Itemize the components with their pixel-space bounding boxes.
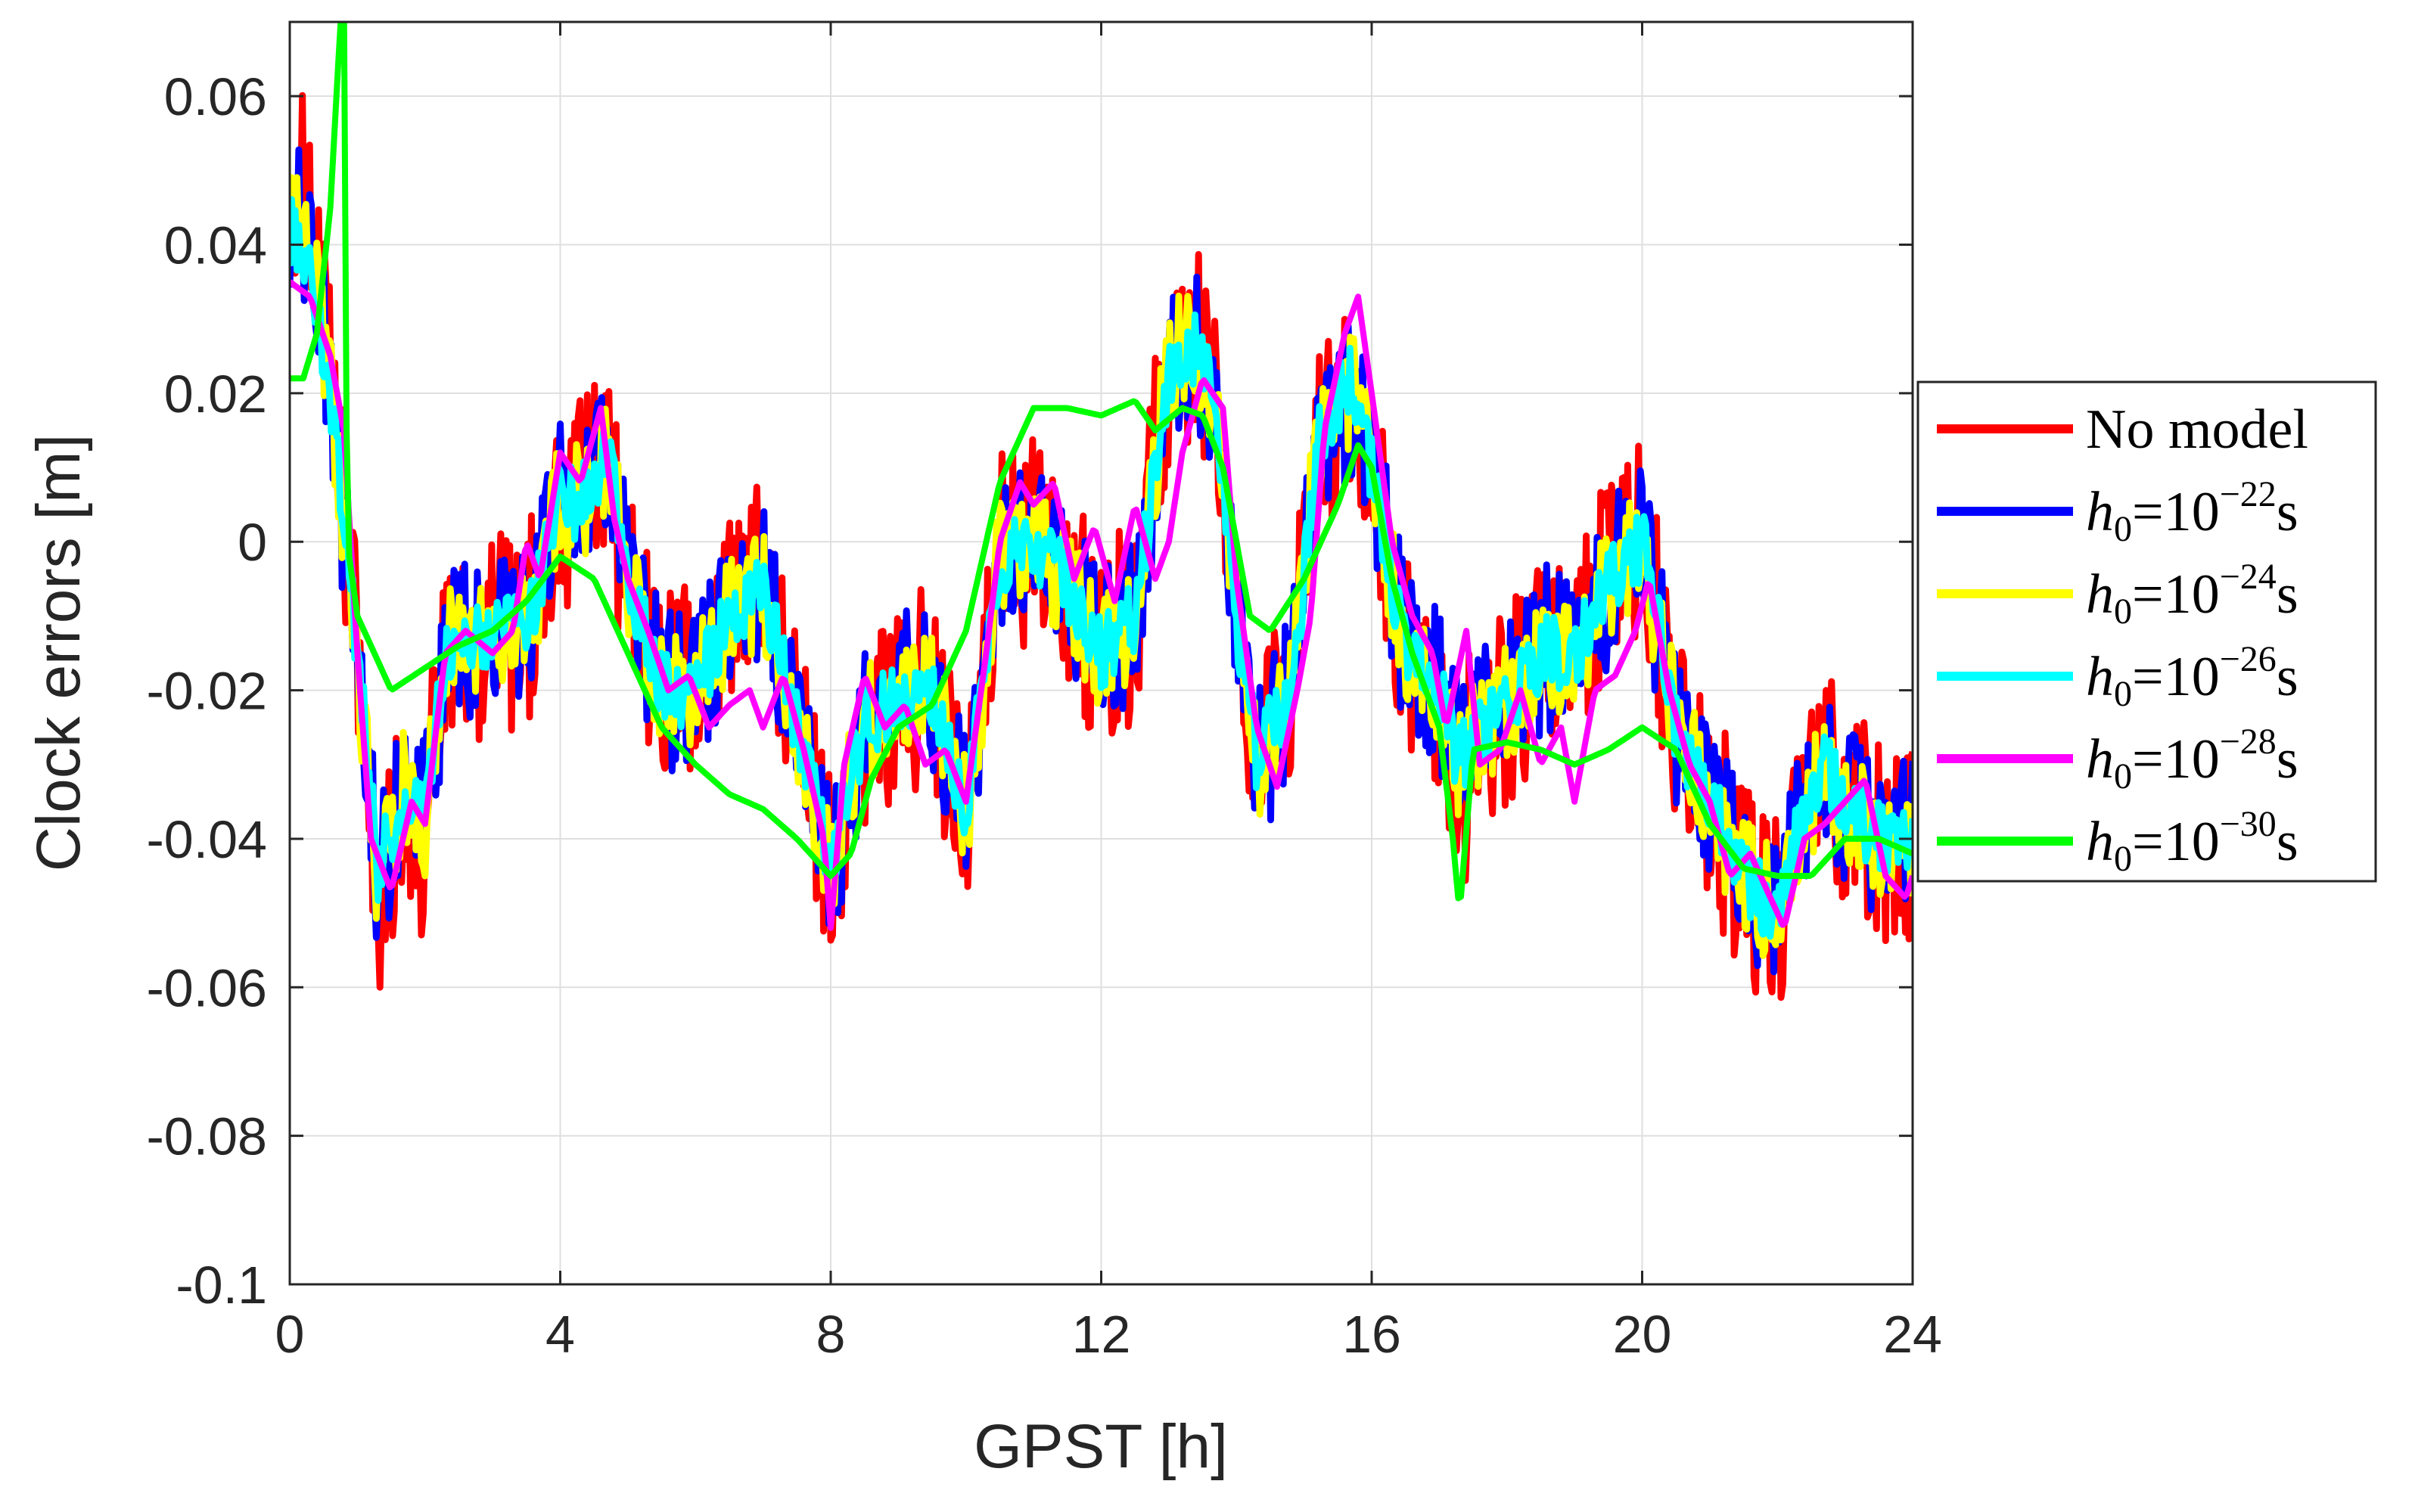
y-tick-label: 0	[238, 513, 267, 572]
series-layer	[290, 22, 1913, 1001]
x-tick-label: 20	[1613, 1305, 1672, 1364]
series-line-6	[290, 22, 1913, 902]
legend-label: h0=10−24s	[2086, 557, 2298, 632]
x-tick-label: 8	[816, 1305, 846, 1364]
x-tick-label: 4	[545, 1305, 575, 1364]
y-tick-label: -0.08	[146, 1107, 267, 1166]
y-tick-label: -0.1	[176, 1256, 267, 1315]
legend-box	[1916, 380, 2377, 883]
axis-ticks: 0 4 8 12 16 20 24 0.06 0.04 0.02 0 -0.02 -0.04 -0.06 -…	[146, 22, 1942, 1364]
y-tick-label: 0.04	[164, 216, 267, 275]
y-tick-label: 0.02	[164, 365, 267, 424]
series-line-5	[290, 279, 1913, 931]
x-tick-label: 0	[275, 1305, 305, 1364]
y-axis-label: Clock errors [m]	[24, 434, 93, 872]
y-tick-label: -0.04	[146, 810, 267, 869]
legend-label: h0=10−30s	[2086, 804, 2298, 879]
x-tick-label: 12	[1072, 1305, 1131, 1364]
legend-label: h0=10−22s	[2086, 474, 2298, 549]
y-tick-label: -0.02	[146, 662, 267, 721]
y-tick-label: 0.06	[164, 67, 267, 126]
legend-label: h0=10−26s	[2086, 639, 2298, 714]
x-tick-label: 24	[1883, 1305, 1942, 1364]
legend-label: h0=10−28s	[2086, 722, 2298, 796]
x-axis-label: GPST [h]	[974, 1412, 1228, 1481]
x-tick-label: 16	[1342, 1305, 1401, 1364]
y-tick-label: -0.06	[146, 958, 267, 1017]
legend-label: No model	[2086, 399, 2308, 461]
